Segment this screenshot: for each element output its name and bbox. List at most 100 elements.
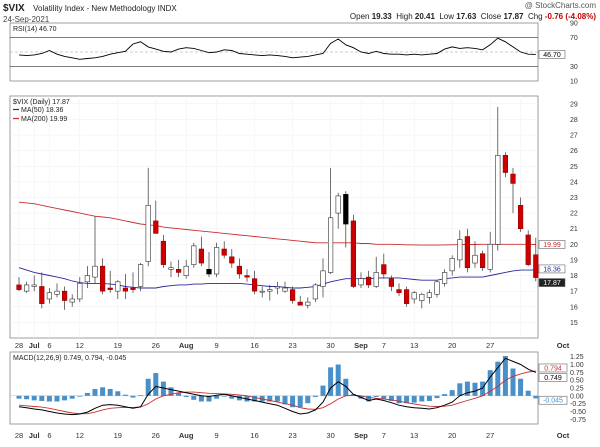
- price-tick-label: 29: [570, 101, 578, 108]
- price-tick-label: 23: [570, 195, 578, 202]
- macd-hist-bar: [464, 381, 470, 396]
- price-title: $VIX (Daily) 17.87: [13, 99, 70, 106]
- price-last-value: 17.87: [543, 280, 561, 287]
- macd-hist-bar: [396, 395, 402, 404]
- price-x-label: Aug: [179, 341, 194, 350]
- macd-hist-bar: [252, 395, 258, 402]
- macd-hist-bar: [480, 381, 486, 396]
- candle-body: [502, 155, 509, 173]
- macd-x-label: 28: [15, 431, 23, 440]
- price-last-tag: [538, 278, 566, 287]
- candle-body: [464, 236, 471, 269]
- price-x-label: 27: [486, 341, 494, 350]
- price-x-label: 28: [15, 341, 23, 350]
- macd-last-tag: [538, 363, 568, 373]
- macd-tick-label: 0.50: [570, 378, 584, 385]
- macd-x-label: 30: [326, 431, 334, 440]
- candle-body: [115, 281, 121, 292]
- candle-body: [327, 217, 334, 273]
- price-tick-label: 24: [570, 179, 578, 186]
- candle-body: [411, 292, 417, 300]
- macd-hist-bar: [312, 395, 318, 397]
- macd-hist-bar: [305, 395, 311, 404]
- price-tick-label: 21: [570, 226, 578, 233]
- candle-body: [282, 287, 288, 292]
- macd-hist-bar: [39, 395, 45, 401]
- brand-label: @ StockCharts.com: [524, 1, 596, 10]
- macd-hist-bar: [297, 395, 303, 408]
- macd-title: MACD(12,26,9) 0.749, 0.794, -0.045: [13, 355, 126, 362]
- candle-body: [305, 301, 311, 306]
- price-x-label: 16: [250, 341, 258, 350]
- ma200-line: [18, 201, 536, 246]
- price-x-label: 12: [76, 341, 84, 350]
- price-tick-label: 19: [570, 257, 578, 264]
- candle-body: [441, 272, 448, 284]
- macd-hist-bar: [122, 394, 128, 396]
- macd-hist-bar: [236, 395, 242, 401]
- candle-body: [236, 265, 243, 275]
- candle-body: [381, 264, 387, 275]
- candle-body: [434, 281, 440, 295]
- macd-x-label: Jul: [29, 431, 40, 440]
- macd-hist-bar: [62, 395, 68, 401]
- candle-body: [365, 276, 372, 286]
- macd-hist-bar: [100, 387, 106, 396]
- macd-hist-bar: [434, 395, 440, 399]
- candle-body: [84, 275, 90, 283]
- macd-hist-bar: [84, 392, 90, 396]
- close-value: 17.87: [503, 12, 524, 21]
- macd-hist-bar: [206, 395, 212, 402]
- macd-hist-bar: [267, 395, 273, 402]
- macd-hist-bar: [495, 361, 501, 396]
- candle-body: [160, 240, 167, 265]
- open-value: 19.33: [371, 12, 392, 21]
- macd-hist-bar: [381, 395, 387, 399]
- macd-hist-bar: [183, 395, 189, 397]
- candle-body: [510, 173, 516, 184]
- candle-body: [388, 278, 395, 287]
- macd-hist-bar: [449, 390, 455, 396]
- macd-hist-bar: [198, 395, 204, 402]
- price-x-label: 19: [114, 341, 122, 350]
- macd-x-label: 12: [76, 431, 84, 440]
- candle-body: [229, 256, 235, 264]
- candle-body: [297, 301, 303, 306]
- low-label: Low: [439, 12, 455, 21]
- macd-tick-label: -0.25: [570, 401, 586, 408]
- candle-body: [145, 204, 151, 262]
- candle-body: [138, 264, 144, 287]
- macd-hist-bar: [335, 364, 341, 396]
- macd-hist-bar: [274, 395, 280, 402]
- candle-body: [472, 254, 478, 264]
- macd-hist-bar: [472, 382, 478, 396]
- open-label: Open: [349, 12, 370, 21]
- candle-body: [107, 287, 113, 290]
- rsi-tick-label: 10: [570, 79, 578, 86]
- price-last-tag: [538, 264, 566, 274]
- macd-x-label: 19: [114, 431, 122, 440]
- macd-hist-bar: [525, 390, 531, 396]
- candle-body: [419, 293, 425, 301]
- macd-tick-label: -0.75: [570, 417, 586, 424]
- candle-body: [259, 290, 265, 293]
- macd-hist-bar: [191, 395, 197, 400]
- macd-hist-bar: [320, 385, 326, 396]
- macd-hist-bar: [92, 388, 98, 396]
- macd-hist-bar: [54, 395, 60, 402]
- price-tick-label: 22: [570, 211, 578, 218]
- candle-body: [267, 289, 273, 292]
- price-last-tag: [538, 240, 566, 249]
- low-value: 17.63: [456, 12, 477, 21]
- candle-body: [479, 253, 486, 269]
- macd-hist-bar: [69, 395, 75, 399]
- macd-hist-bar: [282, 395, 288, 405]
- macd-hist-bar: [77, 395, 83, 397]
- price-panel: [9, 95, 539, 339]
- macd-last-value: 0.749: [544, 375, 562, 382]
- macd-hist-bar: [229, 395, 235, 399]
- candle-body: [92, 265, 98, 278]
- ticker-description: Volatility Index - New Methodology INDX: [33, 4, 177, 13]
- quote-date: 24-Sep-2021: [3, 15, 50, 24]
- price-last-value: 18.36: [543, 266, 561, 273]
